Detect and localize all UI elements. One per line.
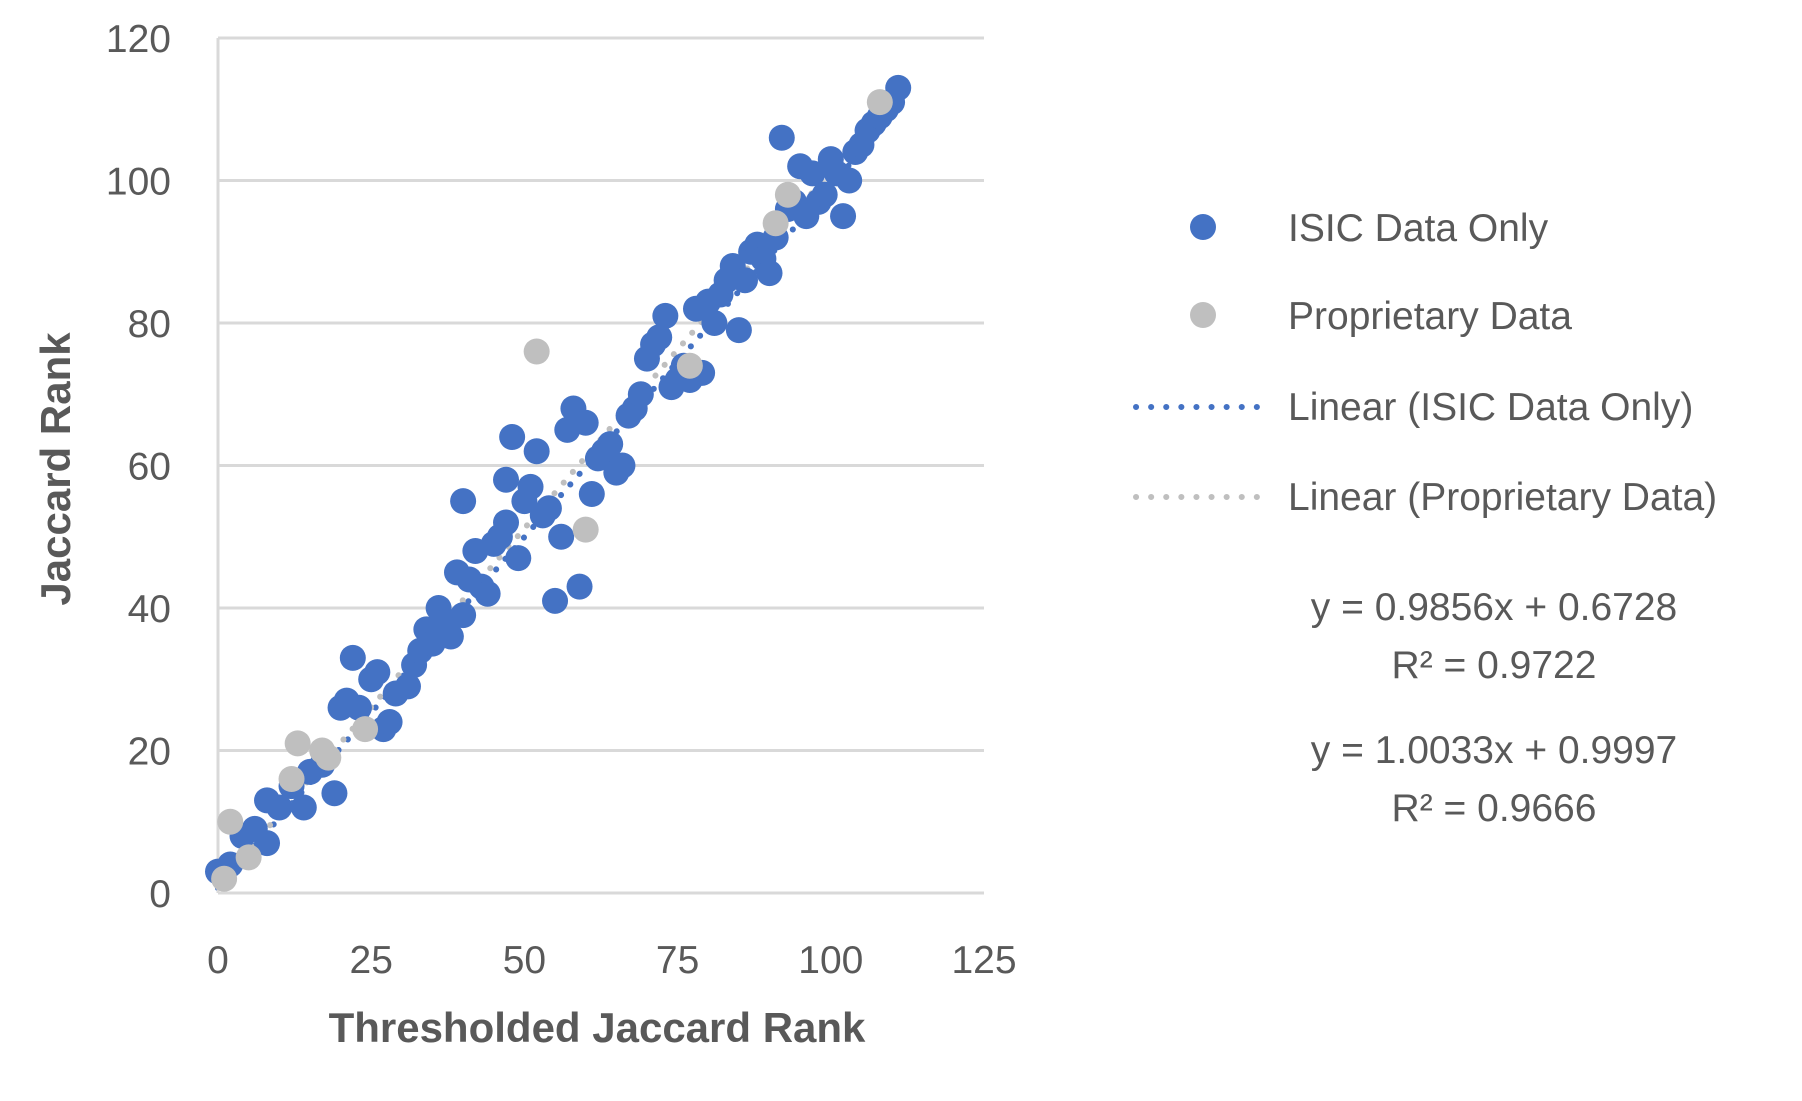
legend-label-isic-trend: Linear (ISIC Data Only) [1288,386,1693,429]
data-point [278,766,305,792]
data-point [768,124,795,151]
data-point [211,865,238,892]
data-point [290,794,317,821]
data-point [597,431,624,458]
data-point [652,302,679,329]
data-point [321,780,348,807]
data-point [572,409,599,436]
data-point [542,587,569,614]
data-point [799,160,826,187]
x-tick-label: 50 [503,939,546,982]
y-tick-label: 40 [128,588,171,631]
y-tick-label: 120 [106,18,171,61]
equation-1: y = 0.9856x + 0.6728 [1311,586,1677,629]
x-tick-label: 25 [350,939,393,982]
data-point [535,495,562,522]
data-point [609,452,636,479]
data-point [266,794,293,821]
data-points [205,74,912,892]
data-point [437,623,464,650]
data-point [866,89,893,116]
data-point [235,844,262,871]
data-point [394,673,421,700]
data-point [523,338,550,365]
series-isic [205,74,912,885]
data-point [254,830,281,857]
y-tick-label: 0 [149,873,171,916]
legend: ISIC Data Only Proprietary Data Linear (… [1133,207,1717,519]
trendline-equations: y = 0.9856x + 0.6728 R² = 0.9722 y = 1.0… [1311,586,1677,830]
data-point [732,267,759,294]
data-point [566,573,593,600]
y-tick-label: 100 [106,161,171,204]
data-point [517,473,544,500]
data-point [548,523,575,550]
data-point [885,74,912,101]
data-point [450,488,477,515]
data-point [756,260,783,287]
data-point [493,466,520,493]
data-point [676,352,703,379]
data-point [836,167,863,194]
data-point [578,481,605,507]
data-point [774,181,801,208]
data-point [217,808,244,835]
x-tick-label: 125 [951,939,1016,982]
legend-label-proprietary-trend: Linear (Proprietary Data) [1288,476,1717,519]
axes [216,38,984,895]
tick-labels: 0 20 40 60 80 100 120 0 25 50 75 100 125 [106,18,1017,982]
data-point [376,709,403,735]
legend-label-proprietary: Proprietary Data [1288,295,1572,338]
data-point [830,203,857,230]
x-tick-label: 100 [798,939,863,982]
data-point [646,324,673,351]
data-point [572,516,599,543]
data-point [811,181,838,208]
y-axis-label: Jaccard Rank [32,332,79,606]
legend-marker-proprietary [1190,302,1216,328]
data-point [352,716,379,743]
data-point [762,210,789,237]
data-point [505,545,532,572]
data-point [345,694,372,721]
data-point [474,580,501,607]
data-point [701,310,728,336]
data-point [523,438,550,465]
y-tick-label: 80 [128,303,171,346]
series-proprietary [211,89,893,892]
data-point [499,424,526,450]
y-tick-label: 60 [128,446,171,489]
data-point [493,509,520,536]
x-tick-label: 0 [207,939,229,982]
data-point [450,602,477,629]
r-squared-1: R² = 0.9722 [1392,644,1597,687]
data-point [627,381,654,408]
data-point [315,744,342,771]
x-tick-label: 75 [656,939,699,982]
data-point [339,644,366,671]
data-point [284,730,311,757]
legend-label-isic: ISIC Data Only [1288,207,1549,250]
data-point [364,659,391,686]
y-tick-label: 20 [128,731,171,774]
r-squared-2: R² = 0.9666 [1392,787,1597,830]
x-axis-label: Thresholded Jaccard Rank [329,1004,866,1051]
equation-2: y = 1.0033x + 0.9997 [1311,729,1677,772]
legend-marker-isic [1190,214,1216,240]
data-point [725,317,752,344]
